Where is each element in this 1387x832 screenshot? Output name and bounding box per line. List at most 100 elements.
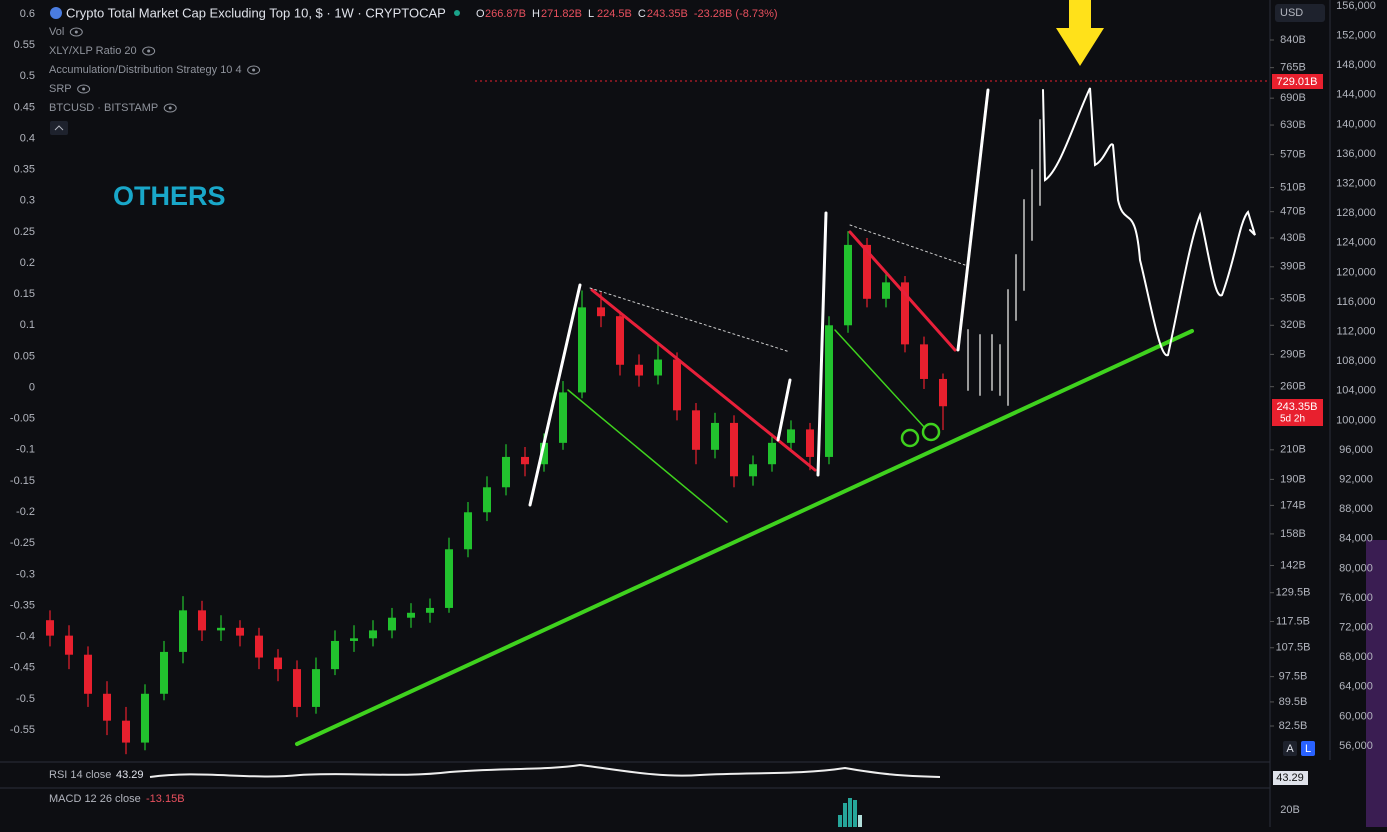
left-tick-label: -0.05 (10, 413, 35, 425)
rsi-label: RSI 14 close (49, 769, 111, 781)
btc-tick-label: 148,000 (1336, 59, 1376, 71)
left-tick-label: 0.6 (20, 8, 35, 20)
status-dot (454, 10, 460, 16)
candle-body (844, 244, 852, 326)
left-tick-label: 0.25 (14, 226, 35, 238)
candle-body (540, 442, 548, 465)
indicator-label[interactable]: XLY/XLP Ratio 20 (49, 45, 137, 57)
btc-tick-label: 128,000 (1336, 207, 1376, 219)
btc-tick-label: 156,000 (1336, 0, 1376, 12)
ohlc-readout: O 266.87B H 271.82B L 224.5B C 243.35B -23.28B (… (476, 8, 778, 20)
candle-body (369, 630, 377, 639)
macd-axis-label: 20B (1280, 804, 1300, 816)
visibility-icon-pupil (147, 49, 151, 53)
visibility-icon[interactable] (77, 84, 91, 94)
left-tick-label: -0.2 (16, 506, 35, 518)
ohlc-key: C (638, 8, 646, 20)
left-tick-label: -0.4 (16, 631, 35, 643)
btc-tick-label: 64,000 (1339, 681, 1373, 693)
price-tick-label: 260B (1280, 381, 1306, 393)
price-tick-label: 174B (1280, 499, 1306, 511)
visibility-icon[interactable] (247, 65, 261, 75)
left-tick-label: 0.45 (14, 101, 35, 113)
log-scale-button[interactable] (1301, 741, 1315, 756)
price-tick-label: 320B (1280, 319, 1306, 331)
price-tick-label: 107.5B (1276, 642, 1311, 654)
marker-circle (900, 428, 920, 448)
green-line (834, 329, 926, 429)
rsi-line (149, 763, 941, 778)
white-line (816, 211, 828, 477)
collapse-icon (54, 125, 64, 131)
left-tick-label: -0.5 (16, 693, 35, 705)
left-tick-label: 0.2 (20, 257, 35, 269)
button-label[interactable]: L (1305, 743, 1311, 755)
button-label[interactable]: A (1286, 743, 1294, 755)
marker-circle (921, 422, 941, 442)
price-tick-label: 350B (1280, 293, 1306, 305)
macd-bar (848, 798, 852, 827)
btc-tick-label: 92,000 (1339, 474, 1373, 486)
left-tick-label: -0.55 (10, 724, 35, 736)
candle-body (217, 627, 225, 631)
left-tick-label: -0.1 (16, 444, 35, 456)
visibility-icon-pupil (252, 68, 256, 72)
btc-tick-label: 136,000 (1336, 148, 1376, 160)
side-decoration (1366, 540, 1387, 827)
ohlc-value: 243.35B (647, 8, 688, 20)
candle-body (426, 607, 434, 613)
candle-body (445, 549, 453, 608)
symbol-title[interactable]: Crypto Total Market Cap Excluding Top 10… (66, 5, 446, 20)
price-tick-label: 158B (1280, 528, 1306, 540)
price-tick-label: 210B (1280, 444, 1306, 456)
last-price-label: 243.35B (1277, 401, 1318, 413)
candle-body (407, 612, 415, 618)
collapse-button[interactable] (50, 121, 68, 135)
candle-body (122, 720, 130, 743)
visibility-icon[interactable] (142, 46, 156, 56)
visibility-icon[interactable] (163, 103, 177, 113)
btc-tick-label: 60,000 (1339, 710, 1373, 722)
rsi-tag-label: 43.29 (1276, 772, 1304, 784)
candle-body (65, 635, 73, 655)
currency-label[interactable]: USD (1280, 7, 1303, 19)
ghost-bars (967, 119, 1041, 406)
rsi-value: 43.29 (116, 769, 144, 781)
left-tick-label: -0.25 (10, 537, 35, 549)
projection-scribble (1042, 87, 1256, 357)
indicator-label[interactable]: Vol (49, 26, 64, 38)
price-tick-label: 129.5B (1276, 587, 1311, 599)
indicator-label[interactable]: BTCUSD · BITSTAMP (49, 102, 158, 114)
auto-scale-button[interactable] (1283, 741, 1297, 756)
indicator-label[interactable]: Accumulation/Distribution Strategy 10 4 (49, 64, 242, 76)
visibility-icon-pupil (82, 87, 86, 91)
btc-tick-label: 72,000 (1339, 622, 1373, 634)
drawings (295, 0, 1256, 746)
currency-select[interactable] (1275, 4, 1325, 22)
macd-label: MACD 12 26 close (49, 793, 141, 805)
macd-bar (858, 815, 862, 827)
macd-bar (853, 800, 857, 827)
price-tick-label: 190B (1280, 473, 1306, 485)
candle-body (236, 627, 244, 636)
yellow-arrow (1056, 0, 1104, 66)
indicator-list: Vol XLY/XLP Ratio 20 Accumulation/Distribu… (49, 26, 261, 114)
left-tick-label: 0.3 (20, 195, 35, 207)
indicator-label[interactable]: SRP (49, 83, 72, 95)
price-tick-label: 89.5B (1279, 696, 1308, 708)
ohlc-change: -23.28B (-8.73%) (694, 8, 778, 20)
candle-body (559, 392, 567, 443)
candle-body (141, 693, 149, 743)
candle-body (920, 344, 928, 379)
price-tick-label: 510B (1280, 181, 1306, 193)
btc-tick-label: 104,000 (1336, 385, 1376, 397)
visibility-icon[interactable] (69, 27, 83, 37)
candle-body (901, 282, 909, 345)
ohlc-value: 266.87B (485, 8, 526, 20)
symbol-icon (50, 7, 62, 19)
candles (46, 231, 947, 755)
candle-body (882, 282, 890, 299)
price-tick-label: 630B (1280, 119, 1306, 131)
btc-tick-label: 80,000 (1339, 562, 1373, 574)
